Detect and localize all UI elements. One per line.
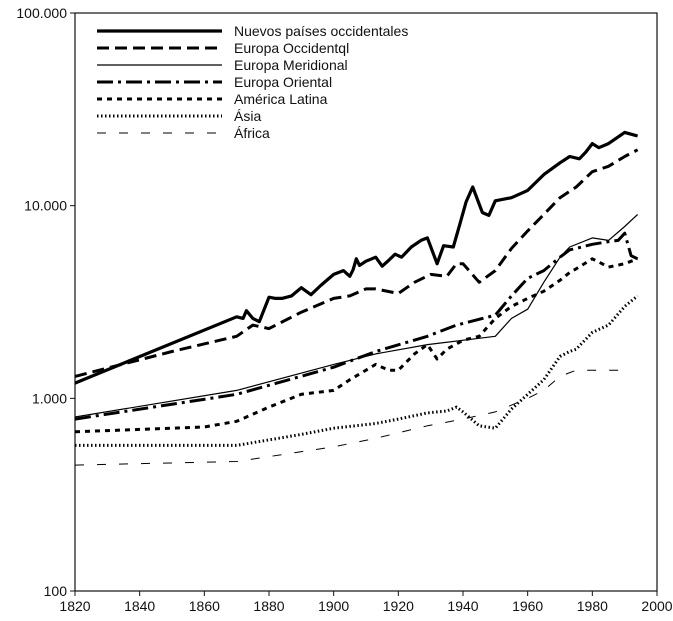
series-line-4	[74, 231, 639, 421]
legend-label: Europa Occidentql	[234, 40, 349, 56]
y-tick-label: 100.000	[16, 5, 67, 21]
y-tick-label: 10.000	[24, 198, 67, 214]
legend-label: América Latina	[234, 91, 328, 107]
series-group	[74, 130, 639, 466]
x-tick-label: 1940	[447, 598, 478, 614]
legend-label: Nuevos países occidentales	[234, 23, 408, 39]
legend-label: Europa Meridional	[234, 57, 348, 73]
x-tick-label: 1860	[189, 598, 220, 614]
x-tick-label: 1840	[124, 598, 155, 614]
legend-label: África	[234, 125, 270, 141]
series-line-7	[74, 369, 632, 466]
plot-frame	[74, 12, 658, 592]
x-tick-label: 1880	[253, 598, 284, 614]
legend-label: Ásia	[234, 108, 261, 124]
series-line-6	[75, 294, 639, 447]
x-tick-label: 2000	[641, 598, 672, 614]
x-axis: 1820 1840 1860 1880 1900 1920 1940 1960 1980 2000	[59, 591, 673, 614]
series-line-3	[74, 214, 639, 418]
series-line-1	[74, 130, 639, 385]
x-tick-label: 1920	[383, 598, 414, 614]
y-tick-label: 1.000	[32, 390, 67, 406]
x-tick-label: 1900	[318, 598, 349, 614]
y-axis: 100 1.000 10.000 100.000	[16, 5, 75, 599]
series-line-5	[74, 257, 639, 434]
y-tick-label: 100	[44, 583, 68, 599]
x-tick-label: 1960	[512, 598, 543, 614]
x-tick-label: 1980	[577, 598, 608, 614]
x-tick-label: 1820	[59, 598, 90, 614]
legend-label: Europa Oriental	[234, 74, 332, 90]
